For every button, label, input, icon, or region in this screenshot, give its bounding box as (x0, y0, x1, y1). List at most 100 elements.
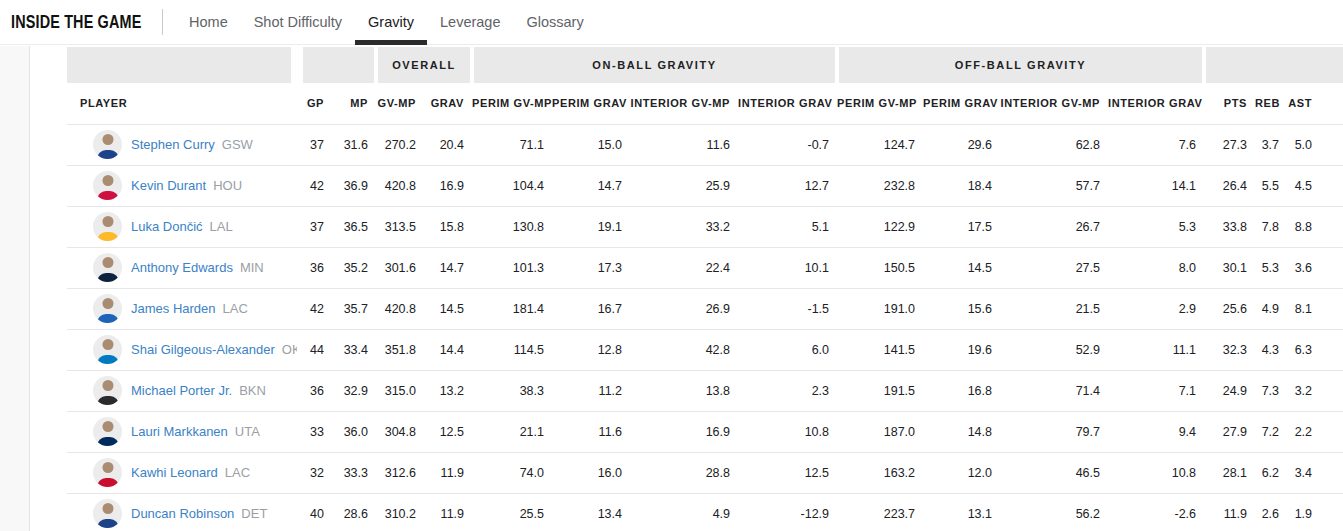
stat-cell-interior-grav-8: 6.0 (738, 329, 837, 370)
tab-leverage[interactable]: Leverage (427, 0, 513, 45)
stat-cell-interior-gv-mp-7: 16.9 (630, 411, 738, 452)
col-header-pts-13[interactable]: PTS (1204, 83, 1255, 124)
stat-cell-grav-4: 14.5 (424, 288, 472, 329)
col-header-interior-gv-mp-7[interactable]: INTERIOR GV-MP (630, 83, 738, 124)
col-header-perim-grav-10[interactable]: PERIM GRAV (923, 83, 1000, 124)
site-logo[interactable]: INSIDE THE GAME (11, 12, 141, 33)
stat-cell-perim-gv-mp-5: 38.3 (472, 370, 552, 411)
stat-cell-perim-gv-mp-5: 71.1 (472, 124, 552, 165)
col-header-interior-grav-8[interactable]: INTERIOR GRAV (738, 83, 837, 124)
player-avatar (93, 417, 122, 446)
tab-gravity[interactable]: Gravity (355, 0, 427, 45)
stat-cell-perim-grav-6: 16.0 (552, 452, 630, 493)
stat-cell-interior-grav-8: -12.9 (738, 493, 837, 531)
col-header-mp-2[interactable]: MP (332, 83, 376, 124)
player-avatar (93, 376, 122, 405)
stat-cell-perim-grav-6: 17.3 (552, 247, 630, 288)
col-header-ast-15[interactable]: AST (1287, 83, 1320, 124)
stat-cell-pts-13: 25.6 (1204, 288, 1255, 329)
stat-cell-reb-14: 3.7 (1255, 124, 1287, 165)
col-header-interior-gv-mp-11[interactable]: INTERIOR GV-MP (1000, 83, 1108, 124)
player-cell: Stephen CurryGSW (67, 124, 297, 165)
col-header-gp-1[interactable]: GP (297, 83, 332, 124)
stat-cell-mp-2: 31.6 (332, 124, 376, 165)
stat-cell-ast-15: 5.0 (1287, 124, 1320, 165)
player-name-link[interactable]: Duncan Robinson (131, 506, 234, 521)
player-avatar (93, 171, 122, 200)
player-name-link[interactable]: James Harden (131, 301, 216, 316)
stat-cell-perim-gv-mp-9: 223.7 (837, 493, 923, 531)
left-gutter (0, 46, 30, 531)
stat-cell-perim-grav-10: 19.6 (923, 329, 1000, 370)
stat-cell-interior-grav-12: 7.6 (1108, 124, 1204, 165)
player-name-link[interactable]: Michael Porter Jr. (131, 383, 232, 398)
team-abbreviation: HOU (213, 178, 242, 193)
player-rows: Stephen CurryGSW3731.6270.220.471.115.01… (67, 124, 1343, 531)
player-avatar (93, 212, 122, 241)
player-name-link[interactable]: Stephen Curry (131, 137, 215, 152)
player-name-link[interactable]: Luka Dončić (131, 219, 203, 234)
stat-cell-reb-14: 4.9 (1255, 288, 1287, 329)
player-avatar (93, 253, 122, 282)
stat-cell-gv-mp-3: 301.6 (376, 247, 424, 288)
team-abbreviation: MIN (240, 260, 264, 275)
gravity-stats-card: OVERALLON-BALL GRAVITYOFF-BALL GRAVITY P… (30, 46, 1343, 531)
player-name-link[interactable]: Kawhi Leonard (131, 465, 218, 480)
player-cell: Anthony Edwards MIN (67, 247, 297, 288)
player-name-link[interactable]: Anthony Edwards (131, 260, 233, 275)
stat-cell-perim-gv-mp-9: 124.7 (837, 124, 923, 165)
filler-cell (1320, 493, 1343, 531)
stat-cell-ast-15: 3.4 (1287, 452, 1320, 493)
col-header-perim-gv-mp-9[interactable]: PERIM GV-MP (837, 83, 923, 124)
stat-cell-interior-grav-12: -2.6 (1108, 493, 1204, 531)
stat-cell-interior-gv-mp-11: 27.5 (1000, 247, 1108, 288)
stat-cell-interior-grav-12: 2.9 (1108, 288, 1204, 329)
stat-cell-perim-gv-mp-5: 130.8 (472, 206, 552, 247)
stat-cell-perim-grav-6: 13.4 (552, 493, 630, 531)
tab-home[interactable]: Home (176, 0, 241, 45)
stat-cell-perim-grav-6: 19.1 (552, 206, 630, 247)
stat-cell-mp-2: 36.0 (332, 411, 376, 452)
stat-cell-interior-gv-mp-7: 13.8 (630, 370, 738, 411)
stat-cell-interior-grav-8: 12.5 (738, 452, 837, 493)
filler-cell (1320, 452, 1343, 493)
team-abbreviation: LAC (223, 301, 248, 316)
stat-cell-reb-14: 6.2 (1255, 452, 1287, 493)
nav-tabs: HomeShot DifficultyGravityLeverageGlossa… (176, 0, 597, 45)
stat-cell-interior-gv-mp-11: 52.9 (1000, 329, 1108, 370)
col-header-player-0[interactable]: PLAYER (67, 83, 297, 124)
stat-cell-interior-gv-mp-11: 62.8 (1000, 124, 1108, 165)
stat-cell-interior-gv-mp-11: 26.7 (1000, 206, 1108, 247)
col-header-perim-grav-6[interactable]: PERIM GRAV (552, 83, 630, 124)
stat-cell-interior-gv-mp-11: 79.7 (1000, 411, 1108, 452)
stat-cell-mp-2: 33.4 (332, 329, 376, 370)
filler-cell (1320, 124, 1343, 165)
player-name-link[interactable]: Shai Gilgeous-Alexander (131, 342, 275, 357)
col-header-grav-4[interactable]: GRAV (424, 83, 472, 124)
stat-cell-reb-14: 7.8 (1255, 206, 1287, 247)
player-name-link[interactable]: Kevin Durant (131, 178, 206, 193)
stat-cell-pts-13: 24.9 (1204, 370, 1255, 411)
player-name-link[interactable]: Lauri Markkanen (131, 424, 228, 439)
stat-cell-pts-13: 28.1 (1204, 452, 1255, 493)
stat-cell-perim-grav-10: 13.1 (923, 493, 1000, 531)
stat-cell-gv-mp-3: 310.2 (376, 493, 424, 531)
stat-cell-grav-4: 20.4 (424, 124, 472, 165)
col-header-gv-mp-3[interactable]: GV-MP (376, 83, 424, 124)
col-header-reb-14[interactable]: REB (1255, 83, 1287, 124)
tab-glossary[interactable]: Glossary (513, 0, 596, 45)
tab-shot-difficulty[interactable]: Shot Difficulty (241, 0, 355, 45)
stat-cell-interior-grav-8: 2.3 (738, 370, 837, 411)
col-header-perim-gv-mp-5[interactable]: PERIM GV-MP (472, 83, 552, 124)
stat-cell-gv-mp-3: 270.2 (376, 124, 424, 165)
stat-cell-perim-gv-mp-5: 104.4 (472, 165, 552, 206)
stat-cell-pts-13: 30.1 (1204, 247, 1255, 288)
stat-cell-reb-14: 4.3 (1255, 329, 1287, 370)
col-header-interior-grav-12[interactable]: INTERIOR GRAV (1108, 83, 1204, 124)
top-navigation: INSIDE THE GAME HomeShot DifficultyGravi… (0, 0, 1343, 45)
col-header-filler (1320, 83, 1343, 124)
stat-cell-gv-mp-3: 420.8 (376, 288, 424, 329)
stat-cell-ast-15: 1.9 (1287, 493, 1320, 531)
player-cell: Duncan RobinsonDET (67, 493, 297, 531)
stat-cell-perim-gv-mp-5: 181.4 (472, 288, 552, 329)
